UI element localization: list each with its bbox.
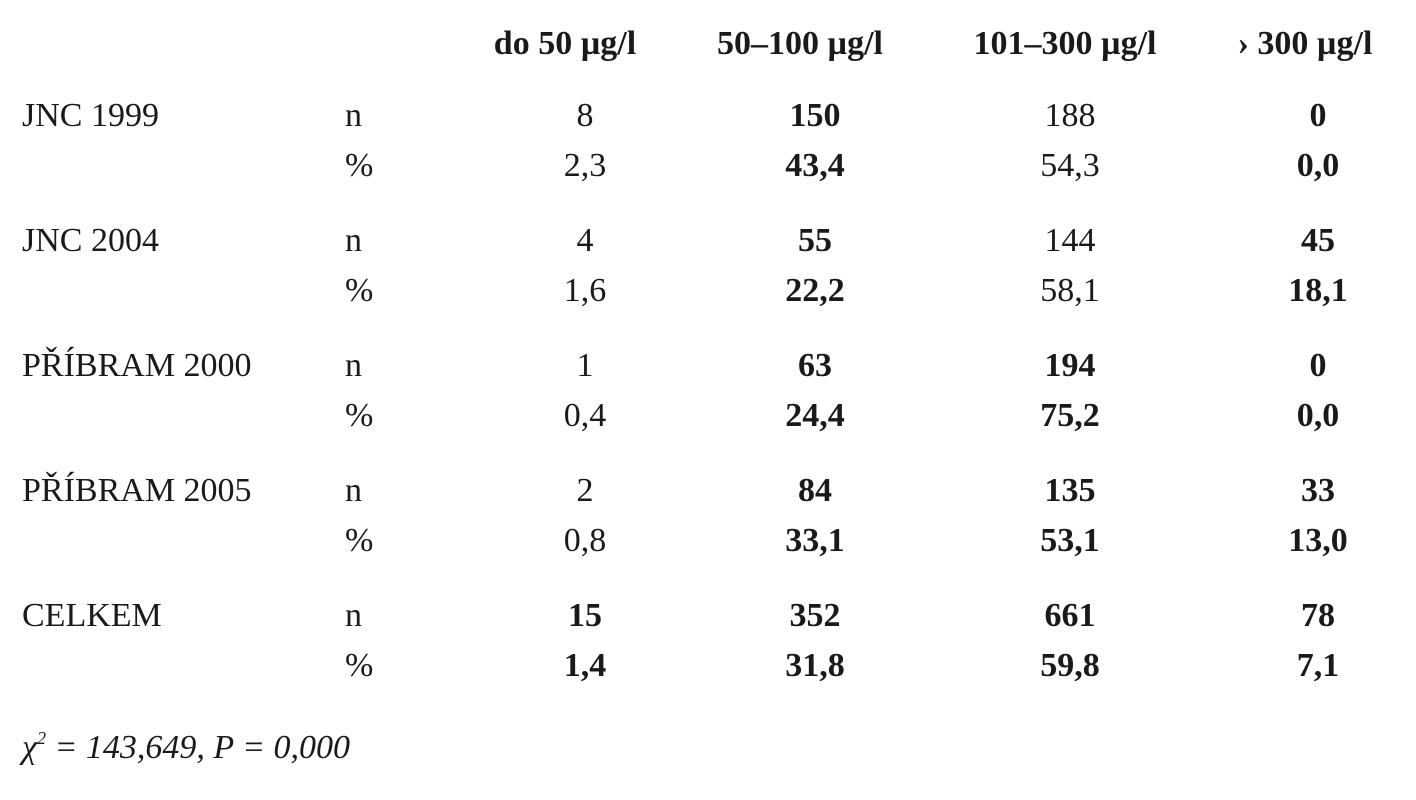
table-cell: 1,6 xyxy=(563,272,607,309)
stat-label: n xyxy=(345,597,362,634)
table-cell: 33 xyxy=(1301,472,1335,509)
table-cell: 18,1 xyxy=(1288,272,1348,309)
table-cell: 0,0 xyxy=(1296,397,1340,434)
table-cell: 135 xyxy=(1044,472,1096,509)
stat-label: n xyxy=(345,97,362,134)
stat-label: n xyxy=(345,347,362,384)
table-cell: 0,4 xyxy=(563,397,607,434)
stat-label: n xyxy=(345,472,362,509)
table-cell: 194 xyxy=(1044,347,1096,384)
column-header: 50–100 µg/l xyxy=(717,25,883,62)
row-label: CELKEM xyxy=(22,597,162,634)
table-cell: 1,4 xyxy=(563,647,607,684)
table-cell: 8 xyxy=(576,97,594,134)
table-cell: 0,8 xyxy=(563,522,607,559)
stat-label: % xyxy=(345,522,374,559)
row-label: PŘÍBRAM 2005 xyxy=(22,472,252,509)
table-cell: 150 xyxy=(789,97,841,134)
footnote-text: = 143,649, P = 0,000 xyxy=(45,729,351,766)
table-cell: 59,8 xyxy=(1040,647,1100,684)
table-cell: 7,1 xyxy=(1296,647,1340,684)
stat-label: % xyxy=(345,272,374,309)
table-cell: 144 xyxy=(1044,222,1096,259)
stat-label: % xyxy=(345,647,374,684)
stat-label: n xyxy=(345,222,362,259)
table-cell: 352 xyxy=(789,597,841,634)
table-cell: 0 xyxy=(1309,347,1327,384)
table-cell: 22,2 xyxy=(785,272,845,309)
stat-label: % xyxy=(345,397,374,434)
stat-label: % xyxy=(345,147,374,184)
footnote: χ2 = 143,649, P = 0,000 xyxy=(22,728,350,767)
row-label: PŘÍBRAM 2000 xyxy=(22,347,252,384)
table-cell: 54,3 xyxy=(1040,147,1100,184)
row-label: JNC 1999 xyxy=(22,97,159,134)
table-cell: 55 xyxy=(798,222,832,259)
table-cell: 63 xyxy=(798,347,832,384)
superscript: 2 xyxy=(36,728,46,748)
row-label: JNC 2004 xyxy=(22,222,159,259)
table-cell: 33,1 xyxy=(785,522,845,559)
table-cell: 58,1 xyxy=(1040,272,1100,309)
chi-symbol: χ xyxy=(22,729,37,766)
table-cell: 75,2 xyxy=(1040,397,1100,434)
table-cell: 84 xyxy=(798,472,832,509)
table-cell: 31,8 xyxy=(785,647,845,684)
table-cell: 1 xyxy=(576,347,594,384)
table-cell: 53,1 xyxy=(1040,522,1100,559)
table-cell: 4 xyxy=(576,222,594,259)
table-cell: 661 xyxy=(1044,597,1096,634)
table-cell: 0,0 xyxy=(1296,147,1340,184)
table-cell: 0 xyxy=(1309,97,1327,134)
table-cell: 188 xyxy=(1044,97,1096,134)
column-header: › 300 µg/l xyxy=(1237,25,1373,62)
table-cell: 2,3 xyxy=(563,147,607,184)
table-cell: 45 xyxy=(1301,222,1335,259)
table-cell: 43,4 xyxy=(785,147,845,184)
table-cell: 2 xyxy=(576,472,594,509)
column-header: do 50 µg/l xyxy=(493,25,637,62)
column-header: 101–300 µg/l xyxy=(973,25,1157,62)
table-cell: 78 xyxy=(1301,597,1335,634)
table-cell: 24,4 xyxy=(785,397,845,434)
table-cell: 13,0 xyxy=(1288,522,1348,559)
table-cell: 15 xyxy=(568,597,602,634)
